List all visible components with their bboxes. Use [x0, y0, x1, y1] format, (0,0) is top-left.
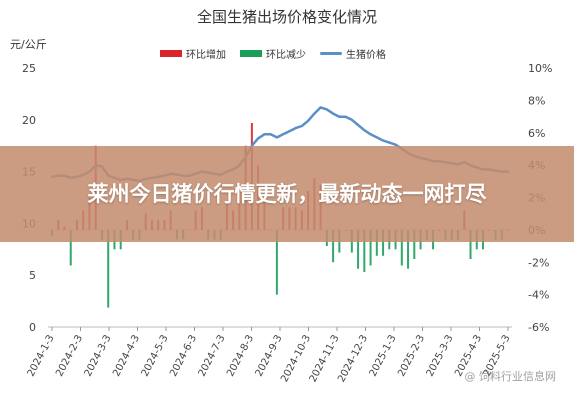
- x-tick-label: 2024-5-3: [140, 333, 171, 378]
- bar-decrease: [107, 229, 110, 308]
- legend-item-decrease: 环比减少: [240, 46, 306, 61]
- legend-swatch-increase: [160, 50, 182, 57]
- bar-decrease: [369, 229, 372, 266]
- y-axis-unit: 元/公斤: [10, 38, 47, 51]
- x-tick-label: 2024-7-3: [197, 333, 228, 378]
- x-tick-label: 2024-3-3: [83, 333, 114, 378]
- y-right-tick-label: -6%: [528, 321, 549, 334]
- headline-banner[interactable]: 莱州今日猪价行情更新，最新动态一网打尽: [0, 146, 574, 242]
- legend-swatch-price: [320, 52, 342, 55]
- x-tick-label: 2024-12-3: [336, 333, 370, 384]
- chart-title: 全国生猪出场价格变化情况: [196, 8, 377, 26]
- legend-label-increase: 环比增加: [186, 50, 226, 61]
- x-tick-label: 2025-2-3: [396, 333, 427, 378]
- bar-decrease: [69, 229, 72, 266]
- x-tick-label: 2024-8-3: [225, 333, 256, 378]
- bar-decrease: [363, 229, 366, 272]
- y-right-tick-label: -2%: [528, 256, 549, 269]
- headline-text[interactable]: 莱州今日猪价行情更新，最新动态一网打尽: [87, 182, 487, 206]
- y-left-tick-label: 20: [22, 114, 36, 127]
- bar-decrease: [400, 229, 403, 266]
- legend: 环比增加 环比减少 生猪价格: [160, 46, 386, 61]
- bar-decrease: [407, 229, 410, 269]
- x-tick-label: 2024-1-3: [26, 333, 57, 378]
- legend-item-price: 生猪价格: [320, 46, 386, 61]
- bar-decrease: [382, 229, 385, 256]
- x-tick-label: 2024-4-3: [111, 333, 142, 378]
- y-right-tick-label: 8%: [528, 94, 545, 107]
- y-left-tick-label: 5: [29, 269, 36, 282]
- y-right-tick-label: 10%: [528, 62, 552, 75]
- x-tick-label: 2025-3-3: [425, 333, 456, 378]
- bar-decrease: [332, 229, 335, 263]
- y-left-tick-label: 25: [22, 62, 36, 75]
- watermark: @ 饲料行业信息网: [464, 370, 557, 383]
- bar-decrease: [357, 229, 360, 269]
- bar-decrease: [413, 229, 416, 260]
- y-left-tick-label: 0: [29, 321, 36, 334]
- x-tick-label: 2025-1-3: [368, 333, 399, 378]
- x-tick-label: 2024-9-3: [254, 333, 285, 378]
- legend-label-decrease: 环比减少: [266, 50, 306, 61]
- bar-decrease: [469, 229, 472, 260]
- x-tick-label: 2024-6-3: [168, 333, 199, 378]
- grid: [48, 229, 512, 331]
- legend-item-increase: 环比增加: [160, 46, 226, 61]
- x-tick-label: 2024-2-3: [54, 333, 85, 378]
- y-right-tick-label: 6%: [528, 127, 545, 140]
- legend-swatch-decrease: [240, 50, 262, 57]
- bar-decrease: [375, 229, 378, 256]
- bar-decrease: [275, 229, 278, 295]
- legend-label-price: 生猪价格: [346, 50, 386, 61]
- y-right-tick-label: -4%: [528, 289, 549, 302]
